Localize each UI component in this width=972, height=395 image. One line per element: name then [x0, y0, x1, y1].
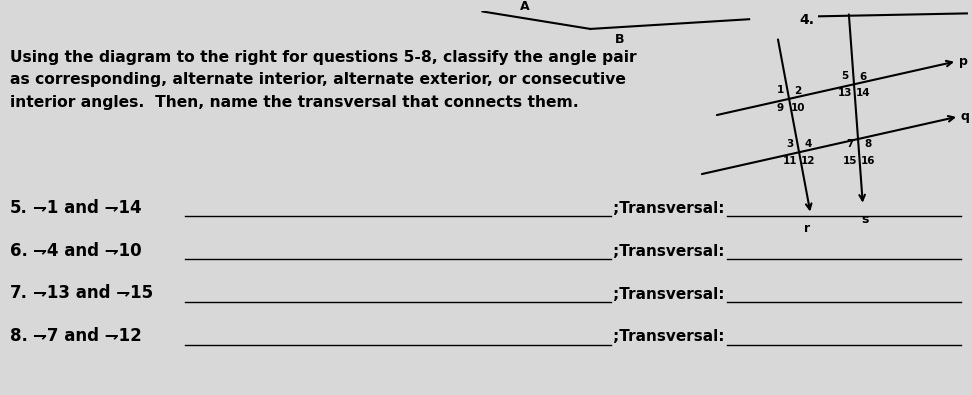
- Text: 3: 3: [786, 139, 794, 149]
- Text: 11: 11: [782, 156, 797, 166]
- Text: 4.: 4.: [799, 13, 815, 27]
- Text: 7.: 7.: [10, 284, 28, 302]
- Text: ⇁1 and ⇁14: ⇁1 and ⇁14: [33, 199, 142, 217]
- Text: 10: 10: [791, 103, 806, 113]
- Text: 2: 2: [794, 86, 802, 96]
- Text: 4: 4: [805, 139, 812, 149]
- Text: r: r: [804, 222, 810, 235]
- Text: Using the diagram to the right for questions 5-8, classify the angle pair
as cor: Using the diagram to the right for quest…: [10, 50, 637, 110]
- Text: 6.: 6.: [10, 242, 28, 260]
- Text: p: p: [959, 55, 968, 68]
- Text: 8: 8: [864, 139, 872, 149]
- Text: 7: 7: [847, 139, 853, 149]
- Text: s: s: [861, 213, 869, 226]
- Text: ⇁13 and ⇁15: ⇁13 and ⇁15: [33, 284, 153, 302]
- Text: q: q: [961, 110, 970, 123]
- Text: ;Transversal:: ;Transversal:: [613, 201, 725, 216]
- Text: ;Transversal:: ;Transversal:: [613, 286, 725, 301]
- Text: ⇁4 and ⇁10: ⇁4 and ⇁10: [33, 242, 142, 260]
- Text: ;Transversal:: ;Transversal:: [613, 329, 725, 344]
- Text: 13: 13: [838, 88, 852, 98]
- Text: B: B: [614, 33, 624, 46]
- Text: 12: 12: [801, 156, 816, 166]
- Text: 5.: 5.: [10, 199, 28, 217]
- Text: 1: 1: [777, 85, 783, 95]
- Text: 5: 5: [842, 71, 849, 81]
- Text: 6: 6: [859, 71, 867, 81]
- Text: 15: 15: [843, 156, 857, 166]
- Text: ;Transversal:: ;Transversal:: [613, 244, 725, 259]
- Text: ⇁7 and ⇁12: ⇁7 and ⇁12: [33, 327, 142, 345]
- Text: 9: 9: [777, 103, 783, 113]
- Text: 16: 16: [861, 156, 875, 166]
- Text: 14: 14: [855, 88, 870, 98]
- Text: 8.: 8.: [10, 327, 28, 345]
- Text: A: A: [520, 0, 529, 13]
